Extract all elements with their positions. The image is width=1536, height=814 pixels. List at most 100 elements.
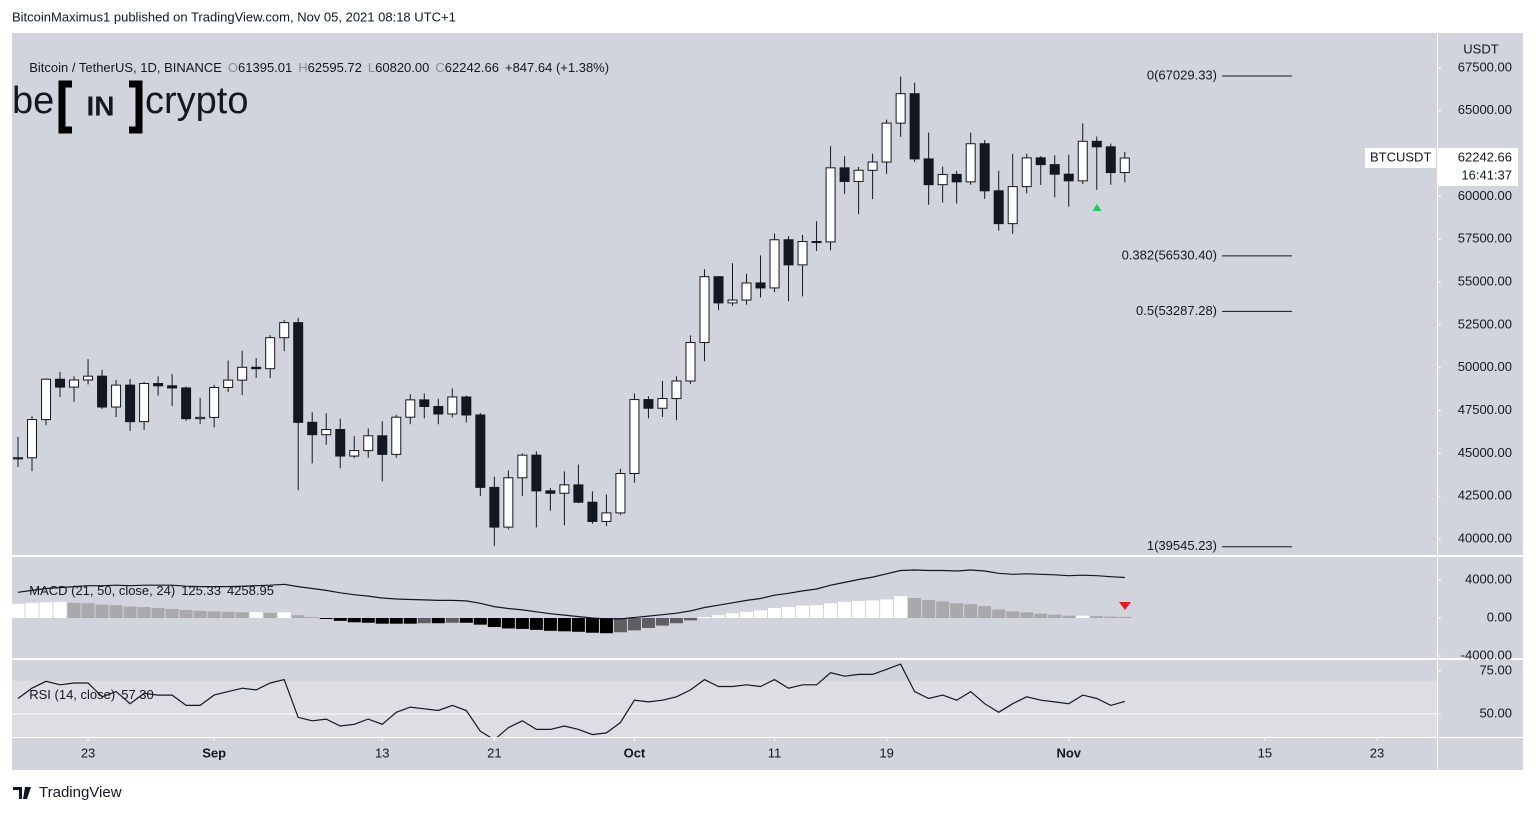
legend-value: 4258.95 [226, 583, 274, 598]
y-tick-label: 42500.00 [1458, 488, 1512, 503]
macd-histogram-bar [1062, 615, 1076, 618]
macd-histogram-bar [1020, 612, 1034, 618]
macd-histogram-bar [1048, 614, 1062, 618]
candle-body [419, 399, 430, 407]
macd-histogram-bar [655, 617, 669, 626]
y-tick-label: 45000.00 [1458, 445, 1512, 460]
legend-title: RSI (14, close) [29, 687, 116, 702]
candle-body [1063, 173, 1074, 182]
macd-histogram-bar [179, 609, 193, 618]
candle-body [923, 158, 934, 186]
candle-body [111, 384, 122, 408]
footer-logo: TradingView [13, 784, 122, 801]
legend-item: L60820.00 [368, 60, 429, 75]
candle-body [181, 387, 192, 420]
candle-body [629, 399, 640, 475]
macd-histogram-bar [894, 596, 908, 618]
legend-change: +847.64 (+1.38%) [504, 60, 610, 75]
macd-histogram-bar [347, 617, 361, 623]
macd-histogram-bar [39, 602, 53, 618]
macd-histogram-bar [543, 617, 557, 631]
macd-histogram-bar [165, 608, 179, 618]
candle-body [433, 405, 444, 415]
macd-histogram-bar [123, 606, 137, 618]
macd-histogram-bar [683, 617, 697, 621]
macd-histogram-bar [459, 617, 473, 623]
macd-histogram-bar [711, 615, 725, 618]
macd-histogram-bar [754, 610, 768, 618]
y-tick-label: 52500.00 [1458, 316, 1512, 331]
candle-body [1077, 140, 1088, 182]
logo-text: crypto [145, 80, 248, 122]
candle-body [1035, 157, 1046, 166]
candle-body [279, 322, 290, 339]
header: BitcoinMaximus1 published on TradingView… [12, 9, 456, 24]
legend-title: MACD (21, 50, close, 24) [29, 583, 176, 598]
macd-histogram-bar [249, 612, 263, 618]
candle-body [993, 190, 1004, 225]
candle-body [391, 416, 402, 455]
last-price: 62242.66 [1458, 149, 1512, 164]
macd-histogram-bar [333, 617, 347, 621]
macd-histogram-bar [221, 611, 235, 618]
price-pane [13, 76, 1130, 546]
signal-arrow-up [1092, 204, 1102, 211]
macd-histogram-bar [319, 617, 333, 619]
macd-line [17, 569, 1125, 620]
legend-item: H62595.72 [298, 60, 362, 75]
candle-body [531, 454, 542, 492]
x-tick-label: 21 [487, 745, 501, 760]
macd-histogram-bar [235, 612, 249, 618]
candle-body [503, 477, 514, 528]
macd-histogram-bar [361, 617, 375, 623]
y-tick-label: 47500.00 [1458, 402, 1512, 417]
macd-histogram-bar [137, 607, 151, 618]
axis-unit: USDT [1463, 41, 1498, 56]
candle-body [97, 375, 108, 408]
candle-body [825, 167, 836, 243]
candle-body [881, 122, 892, 163]
candle-body [545, 490, 556, 494]
fib-level-label: 0(67029.33) [1147, 67, 1217, 82]
macd-histogram-bar [193, 610, 207, 618]
candle-body [55, 378, 66, 388]
macd-histogram-bar [922, 599, 936, 618]
x-tick-label: 11 [768, 745, 782, 760]
candle-body [447, 396, 458, 415]
candle-body [13, 457, 23, 460]
macd-histogram-bar [501, 617, 515, 629]
macd-histogram-bar [431, 617, 445, 624]
macd-histogram-bar [585, 617, 599, 633]
macd-histogram-bar [375, 617, 389, 624]
candle-body [573, 484, 584, 503]
candle-body [1091, 140, 1102, 148]
candle-body [69, 379, 80, 388]
macd-histogram-bar [207, 611, 221, 618]
x-tick-label: 23 [1370, 745, 1384, 760]
macd-histogram-bar [403, 617, 417, 624]
x-tick-label: Oct [624, 745, 646, 760]
macd-histogram-bar [796, 605, 810, 618]
macd-histogram-bar [487, 617, 501, 628]
x-tick-label: 23 [81, 745, 95, 760]
macd-histogram-bar [25, 602, 39, 618]
macd-histogram-bar [810, 605, 824, 618]
candle-body [601, 512, 612, 522]
macd-histogram-bar [291, 615, 305, 618]
x-tick-label: 19 [879, 745, 893, 760]
y-tick-label: 57500.00 [1458, 231, 1512, 246]
macd-histogram-bar [305, 617, 319, 618]
candle-body [363, 435, 374, 452]
candle-body [83, 375, 94, 381]
candle-body [321, 429, 332, 436]
candle-body [27, 419, 38, 459]
candle-body [489, 486, 500, 528]
macd-histogram-bar [277, 612, 291, 618]
legend-key: H [298, 60, 308, 75]
legend-value: 62242.66 [444, 60, 499, 75]
macd-histogram-bar [669, 617, 683, 624]
macd-histogram-bar [109, 605, 123, 618]
candle-body [643, 399, 654, 409]
fib-level-label: 0.5(53287.28) [1136, 303, 1217, 318]
macd-histogram-bar [992, 609, 1006, 618]
